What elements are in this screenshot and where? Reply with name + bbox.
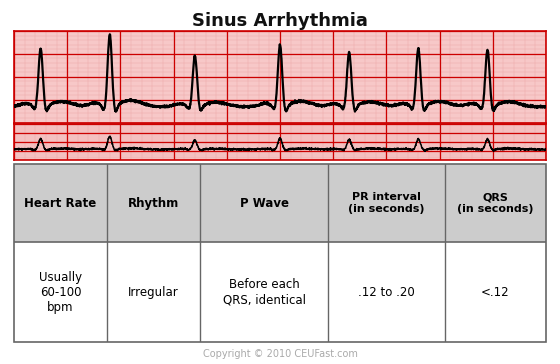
Text: P Wave: P Wave: [240, 197, 288, 210]
Text: Rhythm: Rhythm: [128, 197, 179, 210]
FancyBboxPatch shape: [14, 164, 546, 242]
Text: Copyright © 2010 CEUFast.com: Copyright © 2010 CEUFast.com: [203, 349, 357, 359]
Text: Sinus Arrhythmia: Sinus Arrhythmia: [192, 12, 368, 29]
Text: Heart Rate: Heart Rate: [25, 197, 97, 210]
Text: QRS
(in seconds): QRS (in seconds): [457, 192, 534, 214]
Text: Irregular: Irregular: [128, 286, 179, 299]
Text: <.12: <.12: [481, 286, 510, 299]
Text: PR interval
(in seconds): PR interval (in seconds): [348, 192, 424, 214]
Text: Before each
QRS, identical: Before each QRS, identical: [222, 278, 306, 306]
Text: Usually
60-100
bpm: Usually 60-100 bpm: [39, 271, 82, 314]
Text: .12 to .20: .12 to .20: [358, 286, 415, 299]
